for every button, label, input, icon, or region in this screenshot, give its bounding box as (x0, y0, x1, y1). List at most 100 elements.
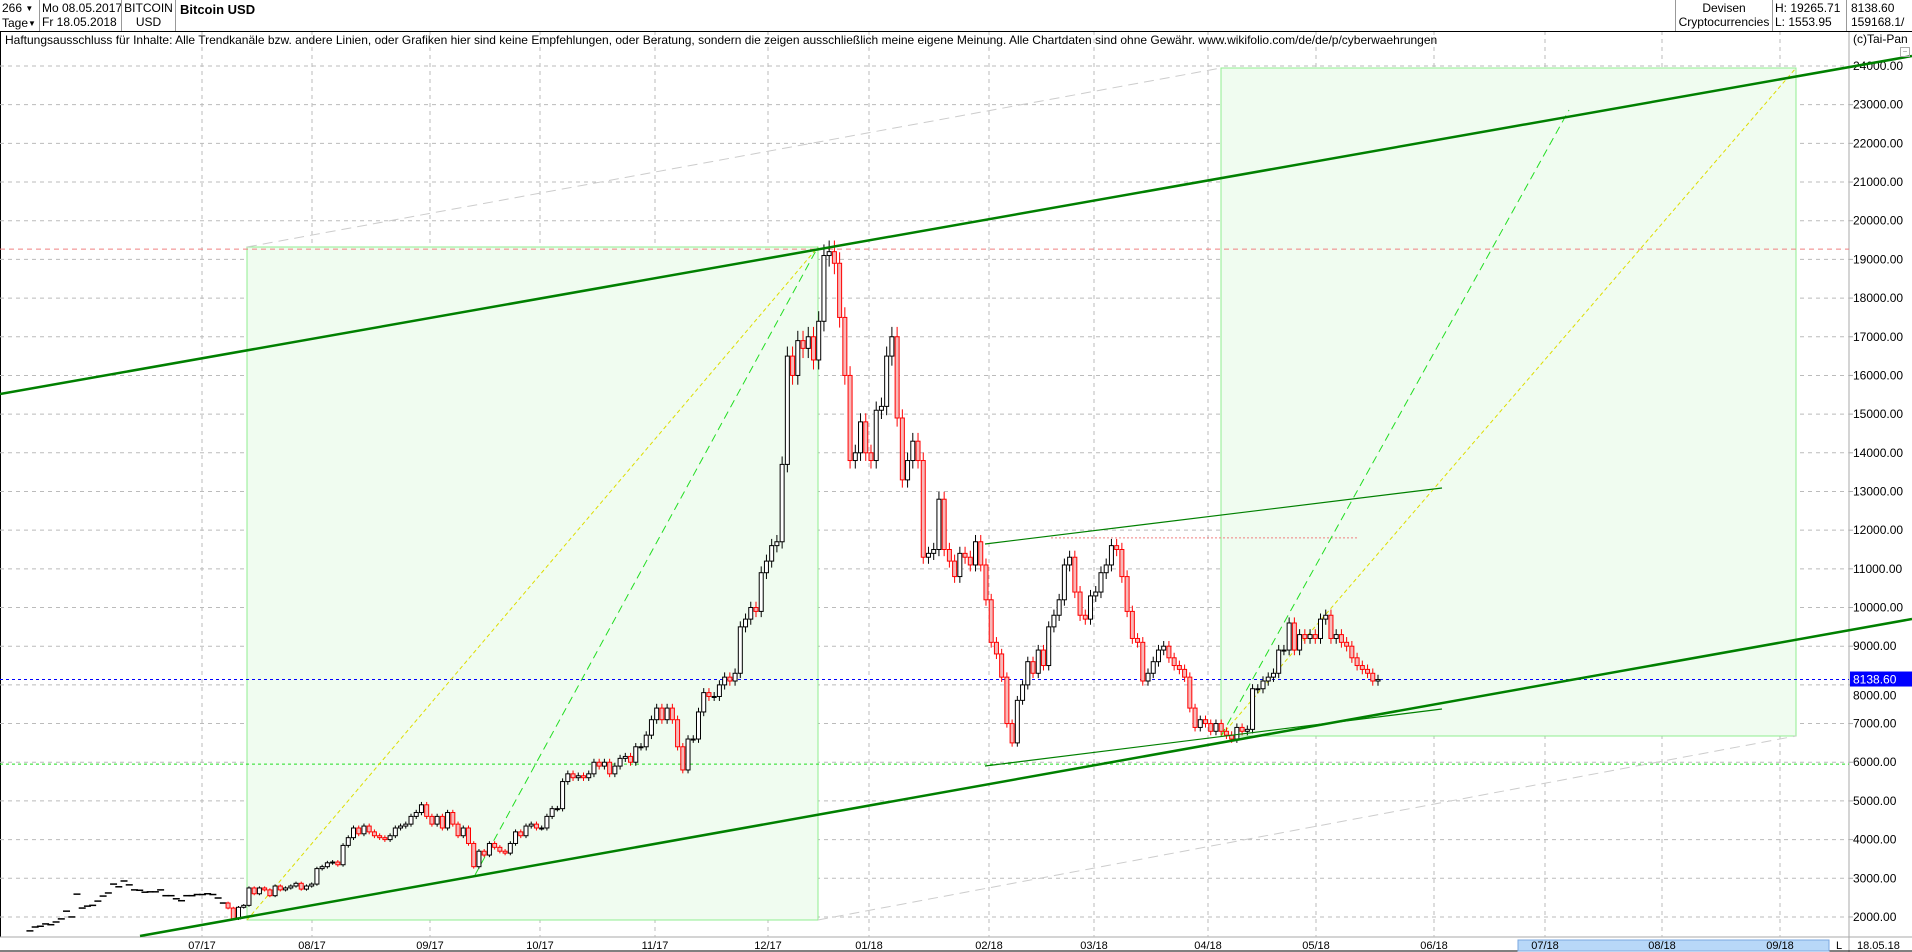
candle (408, 813, 414, 827)
candle (1098, 566, 1104, 599)
candle (382, 835, 388, 842)
candle-body (518, 831, 524, 837)
candle-body (1270, 672, 1276, 678)
candle-body (303, 885, 309, 890)
candle (622, 752, 628, 762)
candle (1297, 629, 1303, 656)
candle (1166, 640, 1172, 663)
candle-body (1161, 645, 1167, 651)
lower-trendline (139, 617, 1912, 938)
candle (1323, 609, 1329, 625)
candle-body (1145, 672, 1151, 682)
candle-body (580, 775, 586, 779)
candle (1265, 672, 1271, 686)
candle-body (1035, 649, 1041, 674)
candle (466, 825, 472, 846)
candle (732, 668, 738, 686)
candle (1145, 668, 1151, 686)
candle (340, 843, 346, 867)
candle-body (251, 887, 257, 895)
candle (1171, 652, 1177, 671)
candle (779, 456, 785, 549)
candle-body (878, 405, 884, 411)
dropdown-arrow-icon[interactable]: ▼ (25, 3, 34, 13)
candle-body (1140, 641, 1146, 682)
candle (596, 758, 602, 770)
y-tick-label: 9000.00 (1853, 639, 1897, 653)
candle (1140, 637, 1146, 686)
candle-body (737, 626, 743, 674)
y-tick-label: 21000.00 (1853, 175, 1903, 189)
candle-body (267, 889, 273, 897)
bars-selector[interactable]: 266 ▼ Tage▼ (0, 0, 40, 31)
candle (439, 813, 445, 831)
candle-body (1093, 591, 1099, 597)
candle-body (340, 844, 346, 866)
minus-box-icon[interactable]: − (1900, 47, 1910, 57)
candle (607, 758, 613, 778)
candle (298, 881, 304, 891)
candle (675, 715, 681, 751)
candle-body (962, 552, 968, 558)
candle (319, 864, 325, 871)
candle-body (1067, 556, 1073, 566)
x-tick-label: 01/18 (855, 940, 883, 952)
candle-body (1344, 641, 1350, 647)
x-tick-label: 07/18 (1531, 940, 1559, 952)
candle (246, 886, 252, 907)
candle-body (852, 452, 858, 462)
y-tick-label: 2000.00 (1853, 910, 1897, 924)
candle-body (1244, 728, 1250, 732)
y-tick-label: 3000.00 (1853, 871, 1897, 885)
candle-body (1014, 699, 1020, 744)
candle (492, 841, 498, 850)
date-range[interactable]: Mo 08.05.2017 Fr 18.05.2018 (40, 0, 122, 31)
candle-body (1171, 657, 1177, 667)
candle-body (774, 541, 780, 547)
y-tick-label: 6000.00 (1853, 755, 1897, 769)
candle-body (706, 692, 712, 697)
candle-body (1354, 657, 1360, 667)
candle-body (1375, 679, 1381, 682)
dropdown-arrow-icon[interactable]: ▼ (28, 18, 36, 28)
candle (1187, 672, 1193, 713)
candle (1035, 644, 1041, 679)
candle-body (1255, 688, 1261, 691)
candle-body (1119, 549, 1125, 578)
candle-body (466, 827, 472, 844)
scrollbar-range[interactable] (1517, 939, 1830, 952)
candle (591, 758, 597, 778)
candle-body (784, 355, 790, 465)
candle (403, 821, 409, 829)
candle-body (1061, 564, 1067, 601)
candle (800, 330, 806, 359)
candle-body (1088, 595, 1094, 620)
candle (1208, 719, 1214, 736)
candle-body (622, 755, 628, 759)
candle-body (690, 738, 696, 741)
candle-body (638, 746, 644, 749)
candle-body (1187, 676, 1193, 709)
candle-body (847, 374, 853, 462)
candle (387, 833, 393, 842)
candle (1082, 609, 1088, 625)
last-volume: 8138.60 159168.1/ (1847, 0, 1912, 31)
candle (398, 823, 404, 831)
candle (612, 762, 618, 778)
candle-body (1124, 576, 1130, 612)
candle (523, 823, 529, 839)
candle-body (654, 707, 660, 721)
candle (1286, 617, 1292, 656)
candle (878, 397, 884, 420)
y-tick-label: 15000.00 (1853, 407, 1903, 421)
candle (392, 825, 398, 839)
chart-header: 266 ▼ Tage▼ Mo 08.05.2017 Fr 18.05.2018 BI… (0, 0, 1912, 32)
y-tick-label: 20000.00 (1853, 214, 1903, 228)
candle-body (763, 560, 769, 574)
candle-body (1098, 572, 1104, 593)
candle-body (533, 823, 539, 829)
candle-body (810, 336, 816, 361)
candle (481, 849, 487, 858)
x-tick-label: 03/18 (1080, 940, 1108, 952)
